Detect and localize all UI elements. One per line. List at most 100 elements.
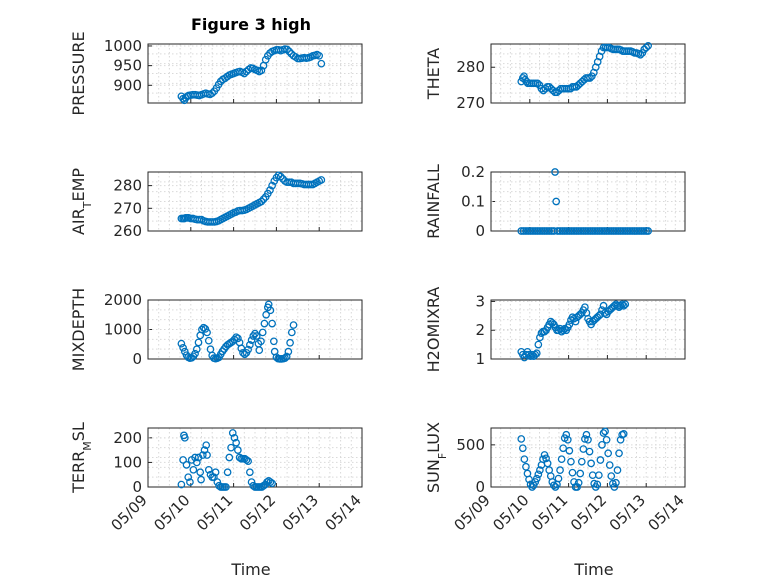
data-point (262, 310, 270, 319)
data-point (260, 319, 269, 328)
data-point (551, 168, 559, 176)
x-axis-label-right: Time (573, 560, 613, 579)
data-point (602, 435, 611, 444)
subplot-air-temp: 280 270 260 AIRTEMP (69, 168, 363, 240)
data-point (269, 337, 278, 346)
y-tick-label: 100 (113, 453, 142, 471)
data-point (556, 466, 564, 474)
x-tick-label: 05/14 (322, 491, 365, 534)
data-point (582, 430, 591, 439)
y-tick-label: 0 (132, 478, 142, 496)
data-point (284, 347, 293, 356)
data-point (584, 435, 592, 444)
data-point (528, 350, 536, 359)
x-tick-label: 05/13 (279, 491, 322, 534)
data-point (244, 457, 253, 466)
data-point (536, 333, 544, 342)
data-point (534, 470, 543, 479)
data-point (232, 333, 241, 342)
data-point (244, 345, 253, 354)
x-tick-label: 05/12 (567, 491, 610, 534)
axes-frame (490, 299, 686, 360)
data-point (242, 456, 251, 464)
data-point (552, 197, 561, 206)
data-point (235, 453, 244, 462)
data-point (222, 483, 230, 491)
figure-title: Figure 3 high (191, 15, 311, 34)
data-point (615, 449, 623, 458)
data-point (211, 468, 220, 477)
y-tick-label: 500 (456, 436, 485, 454)
data-point (595, 471, 603, 480)
x-tick-label: 05/09 (451, 491, 494, 534)
y-tick-label: 2000 (104, 291, 142, 309)
x-tick-label: 05/09 (108, 491, 151, 534)
data-point (605, 461, 614, 469)
axes-frame (147, 299, 363, 360)
data-point (618, 300, 626, 309)
data-point (258, 328, 267, 337)
data-point (246, 340, 254, 349)
y-tick-label: 0.2 (461, 163, 485, 181)
data-point (621, 300, 630, 309)
data-point (234, 334, 242, 343)
data-point (532, 349, 541, 358)
data-point (616, 301, 625, 310)
x-tick-label: 05/11 (528, 491, 571, 534)
data-point (585, 447, 594, 456)
y-axis-label: SUNFLUX (424, 422, 449, 493)
data-point (266, 49, 274, 57)
data-point (228, 429, 237, 437)
data-point (281, 354, 289, 362)
data-point (619, 430, 628, 438)
data-point (571, 317, 580, 326)
x-axis-label-left: Time (230, 560, 270, 579)
data-point (266, 186, 274, 195)
data-point (198, 451, 207, 459)
data-point (223, 72, 232, 81)
x-tick-label: 05/10 (489, 491, 532, 534)
data-point (577, 457, 586, 466)
data-point (596, 456, 605, 464)
data-point (599, 301, 608, 310)
data-point (289, 321, 298, 329)
data-point (189, 465, 198, 474)
y-tick-label: 280 (113, 177, 142, 195)
y-tick-label: 0 (475, 222, 485, 240)
y-axis-label: RAINFALL (424, 164, 443, 239)
data-point (536, 466, 544, 474)
data-point (543, 459, 552, 468)
data-point (579, 445, 588, 453)
data-point (259, 195, 268, 204)
data-point (246, 468, 254, 477)
data-point (636, 50, 645, 59)
axes-frame (490, 171, 686, 232)
y-tick-label: 270 (113, 199, 142, 217)
data-point (232, 438, 241, 447)
data-point (252, 332, 261, 340)
data-point (642, 43, 651, 52)
x-tick-label: 05/13 (606, 491, 649, 534)
data-point (191, 453, 199, 462)
y-tick-label: 280 (456, 58, 485, 76)
data-point (317, 59, 326, 68)
data-point (644, 227, 652, 235)
data-point (574, 478, 583, 487)
y-axis-label: PRESSURE (69, 31, 88, 115)
data-point (223, 468, 232, 477)
data-point (526, 352, 535, 360)
data-point (208, 89, 217, 98)
data-point (573, 483, 581, 491)
data-point (534, 340, 543, 349)
data-point (263, 478, 271, 486)
data-point (317, 176, 326, 184)
data-point (283, 45, 291, 54)
data-point (531, 350, 540, 359)
x-tick-label: 05/14 (645, 491, 688, 534)
data-point (204, 336, 213, 345)
data-point (192, 345, 201, 354)
data-point (266, 478, 275, 486)
data-point (545, 227, 554, 235)
